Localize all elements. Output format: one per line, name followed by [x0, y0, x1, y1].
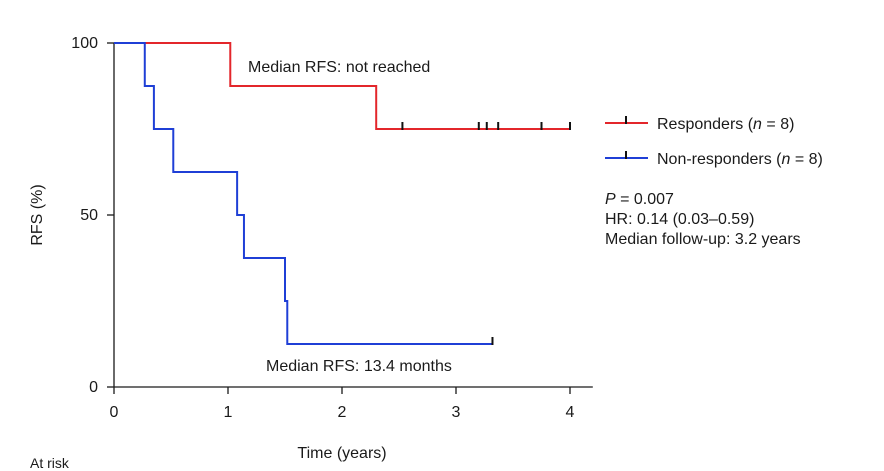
y-axis-title: RFS (%) — [29, 184, 46, 245]
legend-label: Responders (n = 8) — [657, 116, 794, 133]
axes: 0 50 100 0 1 2 3 4 — [71, 35, 593, 421]
hazard-ratio: HR: 0.14 (0.03–0.59) — [605, 211, 755, 228]
series-layer — [114, 42, 571, 345]
x-tick-label: 2 — [338, 404, 347, 421]
median-followup: Median follow-up: 3.2 years — [605, 231, 801, 248]
responders-curve — [114, 42, 570, 130]
legend: Responders (n = 8) Non-responders (n = 8) — [605, 116, 823, 168]
y-tick-label: 0 — [89, 379, 98, 396]
nonresponders-curve — [114, 42, 493, 345]
x-ticks: 0 1 2 3 4 — [110, 387, 575, 421]
nonresponders-median-annotation: Median RFS: 13.4 months — [266, 358, 452, 375]
y-tick-label: 100 — [71, 35, 98, 52]
y-ticks: 0 50 100 — [71, 35, 114, 396]
at-risk-label: At risk — [30, 455, 69, 471]
x-tick-label: 3 — [452, 404, 461, 421]
y-tick-label: 50 — [80, 207, 98, 224]
legend-label: Non-responders (n = 8) — [657, 151, 823, 168]
x-tick-label: 4 — [566, 404, 575, 421]
x-axis-title: Time (years) — [297, 445, 386, 462]
stats-panel: P = 0.007 HR: 0.14 (0.03–0.59) Median fo… — [605, 190, 801, 250]
p-value: P = 0.007 — [605, 191, 674, 208]
x-tick-label: 1 — [224, 404, 233, 421]
responders-median-annotation: Median RFS: not reached — [248, 59, 430, 76]
x-tick-label: 0 — [110, 404, 119, 421]
